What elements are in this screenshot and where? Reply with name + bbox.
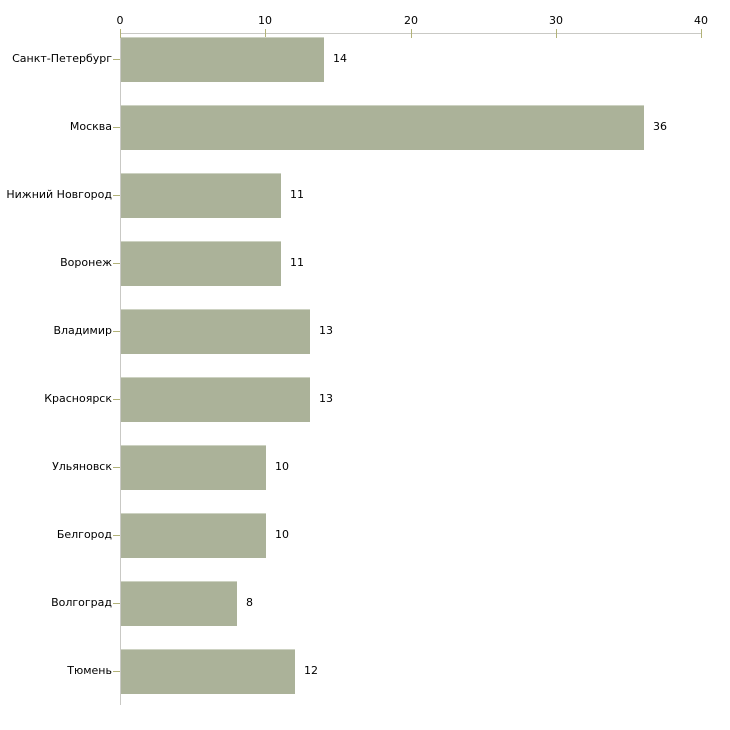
bar-value-label: 10 — [275, 460, 289, 473]
x-tick-label: 10 — [258, 14, 272, 27]
category-label: Белгород — [56, 528, 112, 541]
x-tick-label: 30 — [549, 14, 563, 27]
category-tick-mark — [113, 331, 120, 332]
x-tick-label: 20 — [404, 14, 418, 27]
category-tick-mark — [113, 399, 120, 400]
bar — [121, 649, 295, 694]
x-tick-label: 40 — [694, 14, 708, 27]
bar — [121, 173, 281, 218]
bar-value-label: 36 — [653, 120, 667, 133]
bar-value-label: 13 — [319, 392, 333, 405]
bar-value-label: 11 — [290, 188, 304, 201]
bar-value-label: 14 — [333, 52, 347, 65]
category-tick-mark — [113, 535, 120, 536]
category-label: Тюмень — [67, 664, 112, 677]
category-tick-mark — [113, 59, 120, 60]
category-label: Воронеж — [60, 256, 112, 269]
bar-value-label: 13 — [319, 324, 333, 337]
category-tick-mark — [113, 671, 120, 672]
x-tick-mark — [701, 29, 702, 38]
category-label: Владимир — [53, 324, 112, 337]
category-tick-mark — [113, 127, 120, 128]
bar-value-label: 12 — [304, 664, 318, 677]
category-label: Нижний Новгород — [6, 188, 112, 201]
category-label: Санкт-Петербург — [12, 52, 112, 65]
bar — [121, 581, 237, 626]
x-tick-mark — [120, 29, 121, 38]
x-tick-mark — [411, 29, 412, 38]
category-label: Красноярск — [44, 392, 112, 405]
x-tick-mark — [556, 29, 557, 38]
bar — [121, 37, 324, 82]
category-tick-mark — [113, 603, 120, 604]
bar-value-label: 8 — [246, 596, 253, 609]
bar-value-label: 11 — [290, 256, 304, 269]
category-label: Волгоград — [51, 596, 112, 609]
category-tick-mark — [113, 263, 120, 264]
x-tick-mark — [265, 29, 266, 38]
bar — [121, 105, 644, 150]
category-label: Москва — [69, 120, 112, 133]
bar — [121, 377, 310, 422]
bar-value-label: 10 — [275, 528, 289, 541]
bar — [121, 513, 266, 558]
bar — [121, 309, 310, 354]
category-label: Ульяновск — [52, 460, 112, 473]
category-tick-mark — [113, 467, 120, 468]
bar — [121, 241, 281, 286]
x-tick-label: 0 — [116, 14, 124, 27]
y-axis-line — [120, 33, 121, 705]
category-tick-mark — [113, 195, 120, 196]
bar — [121, 445, 266, 490]
